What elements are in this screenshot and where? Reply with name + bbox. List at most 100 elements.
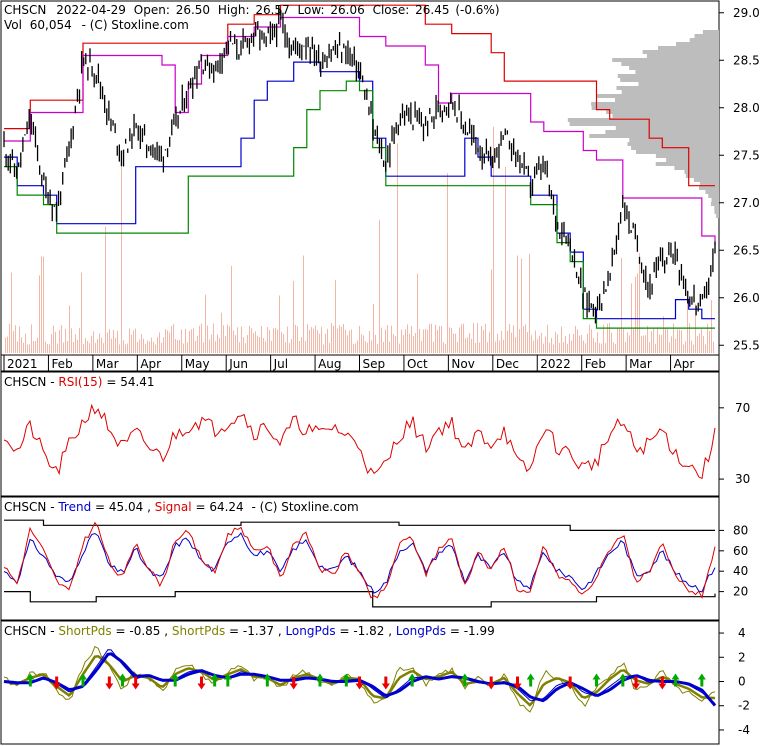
pds-legend: CHSCN - ShortPds = -0.85 , ShortPds = -1…: [4, 624, 495, 638]
trend-band-upper: [4, 519, 715, 531]
volume-bar: [399, 343, 400, 353]
profile-bar: [708, 194, 719, 198]
volume-bar: [295, 324, 296, 353]
volume-bar: [103, 343, 104, 353]
signal-line: [3, 521, 716, 600]
volume-bar: [645, 335, 646, 353]
price-x-tick-label: Oct: [407, 357, 428, 371]
volume-bar: [251, 328, 252, 353]
profile-bar: [569, 122, 719, 126]
volume-bar: [347, 335, 348, 353]
profile-bar: [629, 138, 719, 142]
upper-band-red: [4, 4, 715, 187]
volume-bar: [705, 344, 706, 353]
volume-bar: [395, 336, 396, 353]
long1-label: LongPds: [285, 624, 335, 638]
volume-bar: [659, 334, 660, 353]
volume-bar: [351, 329, 352, 353]
rsi-panel: 70 30 CHSCN - RSI(15) = 54.41: [0, 371, 750, 497]
volume-bar: [457, 342, 458, 353]
profile-bar: [657, 46, 719, 50]
volume-bar: [591, 329, 592, 353]
volume-profile: [567, 30, 719, 218]
volume-bar: [701, 329, 702, 353]
volume-bar: [323, 344, 324, 353]
volume-bar: [115, 337, 116, 353]
volume-bar: [39, 275, 40, 353]
header-line-2: Vol 60,054 - (C) Stoxline.com: [4, 18, 189, 32]
volume-bar: [95, 342, 96, 353]
volume-bar: [217, 334, 218, 353]
volume-bar: [151, 337, 152, 353]
volume-bar: [363, 335, 364, 353]
volume-bar: [565, 336, 566, 353]
short2-value: -1.37: [243, 624, 274, 638]
volume-bar: [477, 323, 478, 353]
volume-bar: [345, 329, 346, 353]
volume-bar: [535, 330, 536, 353]
volume-bar: [683, 344, 684, 353]
volume-bar: [463, 323, 464, 353]
volume-bar: [255, 331, 256, 353]
volume-bar: [23, 342, 24, 353]
down-arrow-icon: [487, 676, 496, 690]
volume-bar: [643, 335, 644, 353]
volume-bar: [335, 280, 336, 353]
volume-bar: [711, 300, 712, 353]
volume-bar: [269, 329, 270, 353]
volume-bar: [49, 344, 50, 353]
volume-bar: [341, 326, 342, 353]
volume-bar: [467, 337, 468, 353]
low-key: Low:: [298, 3, 325, 17]
volume-bar: [593, 338, 594, 353]
volume-bar: [583, 340, 584, 353]
volume-bar: [121, 153, 122, 353]
volume-bar: [79, 328, 80, 353]
volume-bar: [367, 342, 368, 353]
volume-bar: [113, 329, 114, 353]
volume-bar: [429, 324, 430, 353]
volume-bar: [315, 325, 316, 353]
volume-bar: [547, 324, 548, 353]
volume-bar: [355, 343, 356, 353]
close-key: Close:: [373, 3, 410, 17]
up-arrow-icon: [342, 673, 351, 687]
volume-key: Vol: [4, 18, 22, 32]
volume-bar: [475, 343, 476, 353]
volume-bar: [537, 339, 538, 353]
up-arrow-icon: [118, 673, 127, 687]
volume-bar: [231, 265, 232, 353]
profile-bar: [714, 210, 719, 214]
volume-bar: [139, 339, 140, 353]
up-arrow-icon: [618, 673, 627, 687]
volume-bar: [453, 333, 454, 353]
profile-bar: [627, 142, 719, 146]
volume-bar: [437, 330, 438, 353]
profile-bar: [629, 66, 719, 70]
volume-bar: [515, 337, 516, 353]
down-arrow-icon: [52, 676, 61, 690]
pds-y-tick-label: -2: [738, 699, 750, 713]
profile-bar: [699, 186, 719, 190]
profile-bar: [655, 162, 719, 166]
volume-bars: [5, 126, 714, 354]
price-x-tick-label: Mar: [96, 357, 119, 371]
volume-bar: [141, 334, 142, 353]
volume-bar: [29, 344, 30, 353]
volume-bar: [211, 334, 212, 353]
volume-bar: [563, 341, 564, 353]
volume-bar: [227, 324, 228, 353]
price-x-tick-label: 2022: [540, 357, 571, 371]
volume-bar: [207, 325, 208, 353]
volume-bar: [385, 329, 386, 353]
profile-bar: [635, 70, 719, 74]
volume-bar: [495, 341, 496, 353]
open-value: 26.50: [176, 3, 210, 17]
price-x-tick-label: 2021: [7, 357, 38, 371]
volume-bar: [611, 332, 612, 353]
rsi-y-axis: 70 30: [719, 401, 750, 486]
down-arrow-icon: [105, 676, 114, 690]
volume-bar: [175, 338, 176, 353]
profile-bar: [617, 74, 719, 78]
volume-bar: [601, 343, 602, 353]
